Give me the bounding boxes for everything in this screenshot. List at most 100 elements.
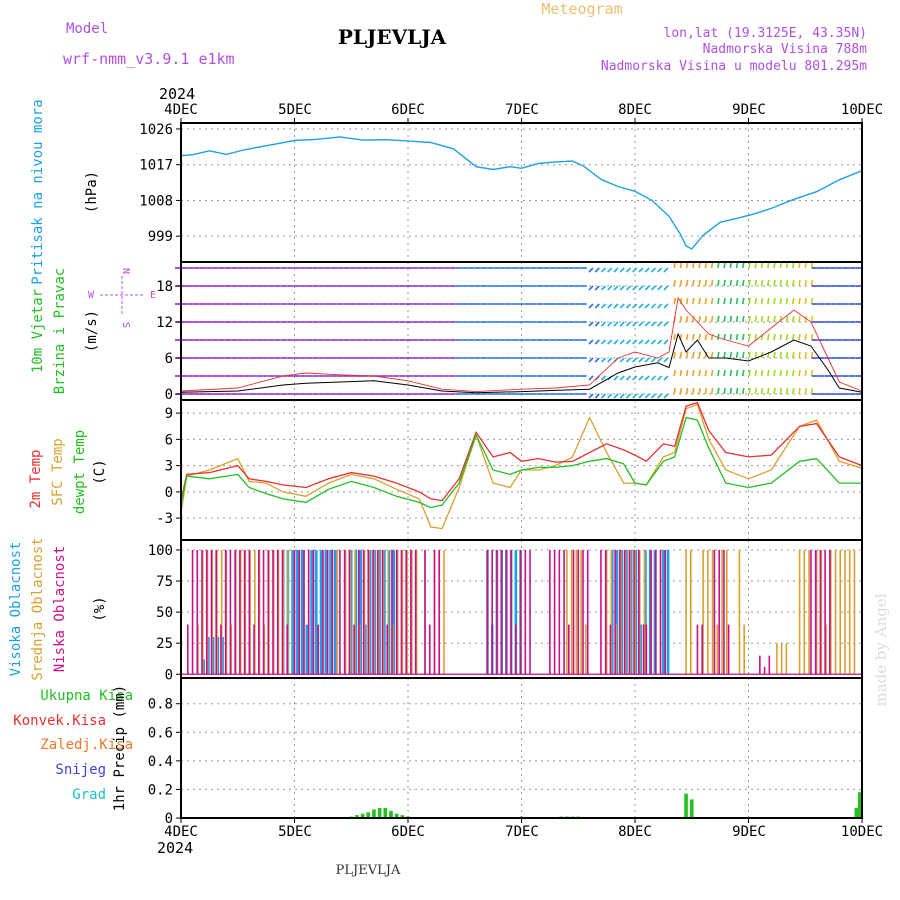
y-tick-label: 3 <box>165 459 173 475</box>
model-elevation-label: Nadmorska Visina u modelu 801.295m <box>601 59 867 74</box>
wind-gust-line <box>180 296 863 393</box>
top-date-axis: 4DEC 5DEC 6DEC 7DEC 8DEC 9DEC 10DEC <box>164 102 883 118</box>
date-tick-label: 10DEC <box>841 824 883 840</box>
precip-bar <box>383 808 388 818</box>
wind-arrow <box>723 387 726 395</box>
wind-arrow <box>692 351 695 359</box>
wind-arrow <box>619 267 625 273</box>
wind-arrow <box>754 333 758 341</box>
wind-arrow <box>810 333 814 341</box>
wind-arrow <box>619 339 625 345</box>
wind-arrow <box>625 321 632 327</box>
wind-arrow <box>619 393 625 399</box>
wind-arrow <box>748 333 751 341</box>
wind-arrow <box>698 297 701 305</box>
wind-arrow <box>735 387 739 395</box>
date-tick-label: 8DEC <box>618 102 652 118</box>
date-tick-label: 9DEC <box>732 102 766 118</box>
wind-arrow <box>698 333 701 341</box>
wind-arrow <box>723 297 726 305</box>
wind-arrow <box>804 297 808 305</box>
wind-arrow <box>742 351 745 359</box>
wind-arrow <box>600 321 607 327</box>
date-tick-label: 9DEC <box>732 824 766 840</box>
y-tick-label: 999 <box>148 229 173 245</box>
wind-arrow <box>804 369 808 377</box>
wind-arrow <box>607 303 613 309</box>
wind-arrow <box>644 285 650 291</box>
wind-arrow <box>729 351 733 359</box>
pressure-line <box>180 136 863 250</box>
wind-arrow <box>717 315 720 323</box>
precip-bar <box>689 799 694 818</box>
wind-arrow <box>625 285 632 291</box>
wind-arrow <box>594 393 600 399</box>
wind-arrow <box>692 297 695 305</box>
conv-precip-label: Konvek.Kisa <box>13 713 106 729</box>
wind-arrow <box>685 279 689 287</box>
wind-arrow <box>619 357 625 363</box>
wind-arrow <box>729 333 733 341</box>
wind-arrow <box>692 315 695 323</box>
y-tick-label: -3 <box>156 511 173 527</box>
wind-arrow <box>663 285 669 291</box>
wind-arrow <box>742 315 745 323</box>
wind-arrow <box>673 297 676 305</box>
precip-bar <box>394 813 399 818</box>
wind-arrow <box>767 387 770 395</box>
wind-arrow <box>717 387 720 395</box>
wind-arrow <box>791 369 795 377</box>
wind-arrow <box>679 351 683 359</box>
wind-arrow <box>650 303 656 309</box>
wind-arrow <box>613 267 619 273</box>
wind-arrow <box>717 279 720 287</box>
wind-arrow <box>594 339 600 345</box>
wind-arrow <box>698 387 701 395</box>
wind-arrow <box>657 375 663 381</box>
dewpt-label: dewpt Temp <box>72 430 88 514</box>
date-tick-label: 10DEC <box>841 102 883 118</box>
pressure-label: Pritisak na nivou mora <box>30 99 46 284</box>
wind-arrow <box>767 369 770 377</box>
wind-arrow <box>735 333 739 341</box>
wind-arrow <box>760 351 764 359</box>
precip-bar <box>684 793 688 818</box>
wind-arrow <box>625 339 632 345</box>
y-tick-label: 75 <box>156 574 173 590</box>
wind-arrow <box>785 297 789 305</box>
wind-arrow <box>735 315 739 323</box>
wind-arrow <box>619 285 625 291</box>
wind-arrow <box>704 369 708 377</box>
wind-arrow <box>698 351 701 359</box>
wind-arrow <box>632 321 638 327</box>
wind-arrow <box>710 315 714 323</box>
wind-arrow <box>600 285 607 291</box>
wind-arrow <box>729 297 733 305</box>
wind-arrow <box>760 297 764 305</box>
date-tick-label: 4DEC <box>164 102 198 118</box>
model-label: Model <box>66 21 108 37</box>
wind-arrow <box>785 369 789 377</box>
precip-bar <box>857 792 862 818</box>
date-tick-label: 5DEC <box>278 824 312 840</box>
wind-label-1: 10m Vjetar <box>30 289 46 373</box>
wind-arrows <box>175 261 862 399</box>
wind-arrow <box>619 375 625 381</box>
wind-arrow <box>729 315 733 323</box>
wind-arrow <box>692 279 695 287</box>
wind-arrow <box>638 339 644 345</box>
wind-arrow <box>767 315 770 323</box>
wind-arrow <box>588 321 594 327</box>
wind-arrow <box>723 369 726 377</box>
wind-arrow <box>791 315 795 323</box>
date-tick-label: 7DEC <box>505 824 539 840</box>
wind-arrow <box>779 279 783 287</box>
y-tick-label: 1017 <box>139 158 173 174</box>
y-tick-label: 25 <box>156 636 173 652</box>
wind-arrow <box>791 333 795 341</box>
wind-arrow <box>742 333 745 341</box>
wind-arrow <box>798 333 801 341</box>
precip-bar <box>854 808 859 818</box>
wind-arrow <box>710 351 714 359</box>
wind-arrow <box>810 387 814 395</box>
